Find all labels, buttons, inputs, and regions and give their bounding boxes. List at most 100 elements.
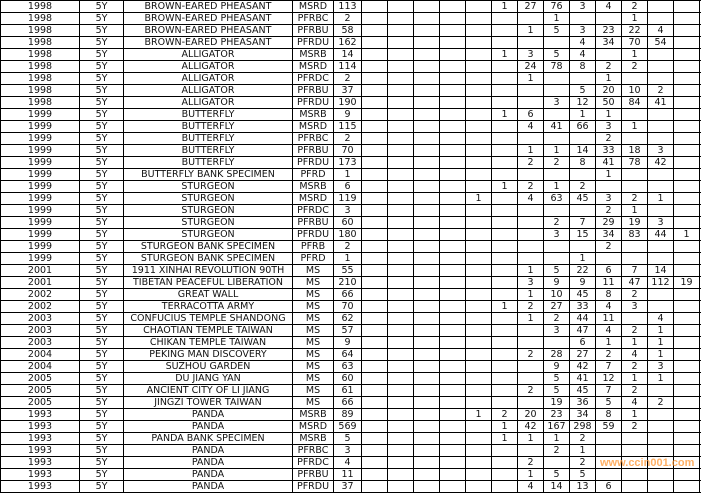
cell-value[interactable] xyxy=(673,456,700,469)
cell-type[interactable]: MS xyxy=(292,276,334,289)
cell-count[interactable]: 2 xyxy=(333,132,362,145)
cell-count[interactable]: 1 xyxy=(333,168,362,181)
cell-value[interactable] xyxy=(491,240,518,253)
cell-value[interactable] xyxy=(673,240,700,253)
cell-value[interactable] xyxy=(491,192,518,205)
cell-year[interactable]: 1999 xyxy=(0,180,80,193)
cell-value[interactable] xyxy=(647,132,674,145)
cell-value[interactable]: 15 xyxy=(569,228,596,241)
cell-count[interactable]: 119 xyxy=(333,192,362,205)
cell-value[interactable] xyxy=(621,240,648,253)
cell-value[interactable] xyxy=(621,132,648,145)
cell-value[interactable] xyxy=(413,384,440,397)
cell-value[interactable]: 4 xyxy=(595,324,622,337)
cell-value[interactable]: 27 xyxy=(517,0,544,13)
cell-year[interactable]: 1998 xyxy=(0,24,80,37)
cell-value[interactable] xyxy=(361,456,388,469)
cell-value[interactable]: 24 xyxy=(517,60,544,73)
cell-value[interactable]: 12 xyxy=(569,96,596,109)
cell-value[interactable] xyxy=(387,60,414,73)
cell-value[interactable]: 1 xyxy=(569,108,596,121)
cell-value[interactable]: 3 xyxy=(543,96,570,109)
cell-value[interactable] xyxy=(491,264,518,277)
cell-value[interactable] xyxy=(543,336,570,349)
cell-name[interactable]: BROWN-EARED PHEASANT xyxy=(123,24,293,37)
cell-value[interactable] xyxy=(491,456,518,469)
cell-value[interactable]: 13 xyxy=(569,480,596,493)
cell-value[interactable] xyxy=(465,36,492,49)
cell-value[interactable]: 2 xyxy=(621,288,648,301)
cell-value[interactable]: 84 xyxy=(621,96,648,109)
cell-year[interactable]: 2001 xyxy=(0,276,80,289)
cell-value[interactable] xyxy=(465,324,492,337)
cell-value[interactable]: 2 xyxy=(621,60,648,73)
cell-year[interactable]: 1993 xyxy=(0,432,80,445)
cell-type[interactable]: MSRD xyxy=(292,60,334,73)
cell-value[interactable] xyxy=(569,240,596,253)
cell-value[interactable] xyxy=(413,252,440,265)
cell-term[interactable]: 5Y xyxy=(79,120,124,133)
cell-value[interactable]: 50 xyxy=(595,96,622,109)
cell-type[interactable]: PFRDU xyxy=(292,228,334,241)
cell-value[interactable]: 41 xyxy=(569,372,596,385)
cell-value[interactable] xyxy=(465,204,492,217)
cell-value[interactable]: 3 xyxy=(595,120,622,133)
cell-value[interactable] xyxy=(465,96,492,109)
cell-count[interactable]: 4 xyxy=(333,456,362,469)
cell-type[interactable]: MS xyxy=(292,372,334,385)
cell-value[interactable] xyxy=(361,12,388,25)
cell-value[interactable] xyxy=(439,24,466,37)
cell-name[interactable]: ALLIGATOR xyxy=(123,60,293,73)
cell-name[interactable]: ALLIGATOR xyxy=(123,96,293,109)
cell-value[interactable] xyxy=(517,324,544,337)
cell-value[interactable]: 8 xyxy=(569,156,596,169)
cell-value[interactable]: 2 xyxy=(517,384,544,397)
cell-value[interactable]: 1 xyxy=(621,372,648,385)
cell-value[interactable] xyxy=(361,408,388,421)
cell-value[interactable] xyxy=(517,216,544,229)
cell-value[interactable] xyxy=(413,324,440,337)
cell-value[interactable]: 45 xyxy=(569,288,596,301)
cell-value[interactable] xyxy=(673,204,700,217)
cell-value[interactable] xyxy=(621,72,648,85)
cell-value[interactable]: 2 xyxy=(621,324,648,337)
cell-value[interactable] xyxy=(491,372,518,385)
cell-value[interactable] xyxy=(647,384,674,397)
cell-count[interactable]: 60 xyxy=(333,372,362,385)
cell-value[interactable] xyxy=(647,12,674,25)
cell-value[interactable] xyxy=(465,144,492,157)
cell-value[interactable] xyxy=(387,228,414,241)
cell-value[interactable] xyxy=(413,396,440,409)
cell-value[interactable] xyxy=(465,456,492,469)
cell-value[interactable] xyxy=(595,468,622,481)
cell-count[interactable]: 3 xyxy=(333,444,362,457)
cell-value[interactable]: 4 xyxy=(569,48,596,61)
cell-value[interactable] xyxy=(673,216,700,229)
cell-value[interactable]: 34 xyxy=(595,36,622,49)
cell-value[interactable] xyxy=(491,480,518,493)
cell-value[interactable] xyxy=(647,180,674,193)
cell-value[interactable] xyxy=(621,432,648,445)
cell-value[interactable]: 1 xyxy=(647,192,674,205)
cell-term[interactable]: 5Y xyxy=(79,180,124,193)
cell-value[interactable] xyxy=(361,468,388,481)
cell-type[interactable]: PFRBU xyxy=(292,84,334,97)
cell-value[interactable] xyxy=(413,36,440,49)
cell-year[interactable]: 2003 xyxy=(0,312,80,325)
cell-value[interactable] xyxy=(439,384,466,397)
cell-value[interactable] xyxy=(673,24,700,37)
cell-count[interactable]: 70 xyxy=(333,300,362,313)
cell-count[interactable]: 89 xyxy=(333,408,362,421)
cell-value[interactable] xyxy=(465,48,492,61)
cell-value[interactable] xyxy=(413,228,440,241)
cell-value[interactable]: 1 xyxy=(517,288,544,301)
cell-name[interactable]: GREAT WALL xyxy=(123,288,293,301)
cell-value[interactable]: 42 xyxy=(569,360,596,373)
cell-value[interactable]: 2 xyxy=(543,216,570,229)
cell-value[interactable]: 8 xyxy=(569,60,596,73)
cell-value[interactable] xyxy=(673,432,700,445)
cell-type[interactable]: MS xyxy=(292,336,334,349)
cell-type[interactable]: PFRBU xyxy=(292,144,334,157)
cell-type[interactable]: PFRDU xyxy=(292,96,334,109)
cell-value[interactable]: 8 xyxy=(595,288,622,301)
